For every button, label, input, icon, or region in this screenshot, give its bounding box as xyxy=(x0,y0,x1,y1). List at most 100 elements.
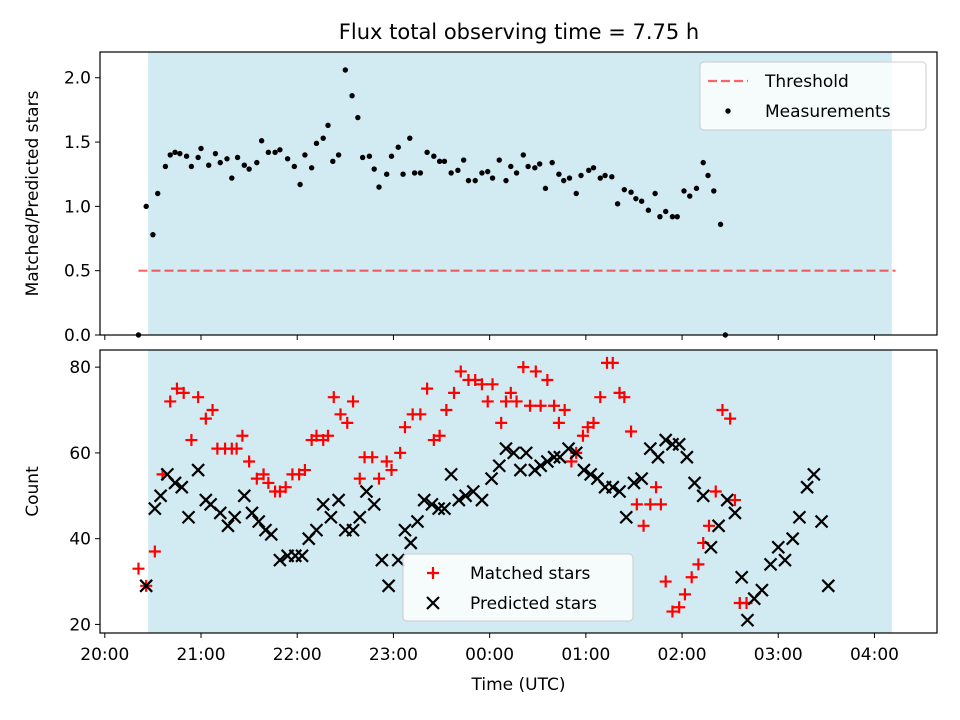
matched-star-point xyxy=(504,386,517,399)
measurement-point xyxy=(431,153,437,159)
measurement-point xyxy=(489,175,496,181)
matched-star-point xyxy=(262,476,275,489)
predicted-star-point xyxy=(191,463,205,477)
matched-star-point xyxy=(298,464,311,477)
predicted-star-point xyxy=(728,506,742,520)
matched-star-point xyxy=(164,395,177,408)
predicted-star-point xyxy=(821,579,836,593)
matched-star-point xyxy=(724,412,737,425)
matched-star-point xyxy=(587,416,600,429)
x-tick-label: 20:00 xyxy=(80,645,129,665)
measurement-point xyxy=(355,114,361,121)
measurement-point xyxy=(609,174,615,180)
predicted-star-point xyxy=(367,497,381,512)
matched-star-point xyxy=(148,545,161,558)
predicted-star-point xyxy=(227,510,242,525)
predicted-star-point xyxy=(533,458,548,473)
y-tick-label: 40 xyxy=(69,530,91,550)
y-tick-label: 0.5 xyxy=(64,262,91,282)
predicted-star-point xyxy=(651,450,665,464)
predicted-star-point xyxy=(221,519,235,533)
measurement-point xyxy=(460,157,467,163)
measurement-point xyxy=(417,170,424,176)
x-tick-label: 22:00 xyxy=(273,645,322,665)
legend-matched-label: Matched stars xyxy=(470,564,590,584)
measurement-point xyxy=(302,152,308,158)
measurement-point xyxy=(177,150,183,157)
x-tick-label: 03:00 xyxy=(754,645,803,665)
predicted-star-point xyxy=(569,446,584,460)
predicted-star-point xyxy=(148,501,162,516)
measurement-point xyxy=(206,162,212,168)
x-tick-label: 04:00 xyxy=(850,645,899,665)
predicted-star-point xyxy=(139,579,153,593)
matched-star-point xyxy=(510,395,523,408)
measurement-point xyxy=(349,93,355,99)
measurement-point xyxy=(566,175,573,181)
measurement-point xyxy=(143,203,149,210)
predicted-star-point xyxy=(807,467,821,482)
measurement-point xyxy=(376,184,382,190)
predicted-star-point xyxy=(359,484,374,499)
measurement-point xyxy=(614,201,621,207)
predicted-star-point xyxy=(316,497,330,512)
legend-predicted-swatch xyxy=(426,596,440,610)
predicted-star-point xyxy=(410,514,425,529)
matched-star-point xyxy=(341,416,354,429)
matched-star-point xyxy=(206,404,219,417)
measurement-point xyxy=(198,145,204,152)
matched-star-point xyxy=(666,605,679,618)
matched-star-point xyxy=(486,378,499,391)
predicted-star-point xyxy=(245,506,259,520)
measurement-point xyxy=(465,177,472,184)
measurement-point xyxy=(383,171,390,177)
measurement-point xyxy=(532,165,538,171)
matched-star-point xyxy=(644,498,657,511)
measurement-point xyxy=(258,138,265,144)
measurement-point xyxy=(662,208,669,215)
matched-star-point xyxy=(394,446,407,459)
matched-star-point xyxy=(236,429,249,442)
predicted-star-point xyxy=(540,454,555,469)
predicted-star-point xyxy=(680,450,694,464)
measurement-point xyxy=(479,170,485,176)
predicted-star-point xyxy=(740,613,755,627)
matched-star-point xyxy=(427,567,439,579)
legend-box xyxy=(699,61,927,131)
predicted-star-point xyxy=(168,476,182,490)
matched-star-point xyxy=(576,429,589,442)
measurement-point xyxy=(241,162,248,168)
legend-predicted-label: Predicted stars xyxy=(470,594,597,614)
matched-star-point xyxy=(475,378,488,391)
measurement-point xyxy=(297,181,303,188)
predicted-star-point xyxy=(506,446,521,460)
matched-star-point xyxy=(558,404,571,417)
measurement-point xyxy=(578,172,584,179)
ratio-panel: 0.0 0.5 1.0 1.5 2.0 Matched/Predicted stars Th… xyxy=(23,51,938,346)
matched-star-point xyxy=(398,421,411,434)
predicted-star-point xyxy=(499,441,513,456)
predicted-star-point xyxy=(696,489,710,503)
matched-star-point xyxy=(654,498,667,511)
measurement-point xyxy=(705,172,711,179)
predicted-star-point xyxy=(352,510,367,525)
measurement-point xyxy=(155,190,161,197)
measurement-point xyxy=(325,122,331,129)
matched-star-point xyxy=(380,455,393,468)
matched-star-point xyxy=(469,374,482,387)
ratio-legend: Threshold Measurements xyxy=(699,61,927,131)
measurement-point xyxy=(212,150,219,157)
predicted-star-point xyxy=(181,510,196,525)
measurement-point xyxy=(652,190,658,197)
predicted-star-point xyxy=(458,489,473,503)
legend-measurements-swatch xyxy=(725,108,731,114)
measurement-point xyxy=(308,165,315,171)
predicted-star-point xyxy=(658,433,673,447)
measurement-point xyxy=(183,153,190,159)
predicted-star-point xyxy=(264,527,279,542)
predicted-star-point xyxy=(513,463,528,477)
matched-star-point xyxy=(637,519,650,532)
matched-star-point xyxy=(481,395,494,408)
plot-frame xyxy=(99,51,938,336)
